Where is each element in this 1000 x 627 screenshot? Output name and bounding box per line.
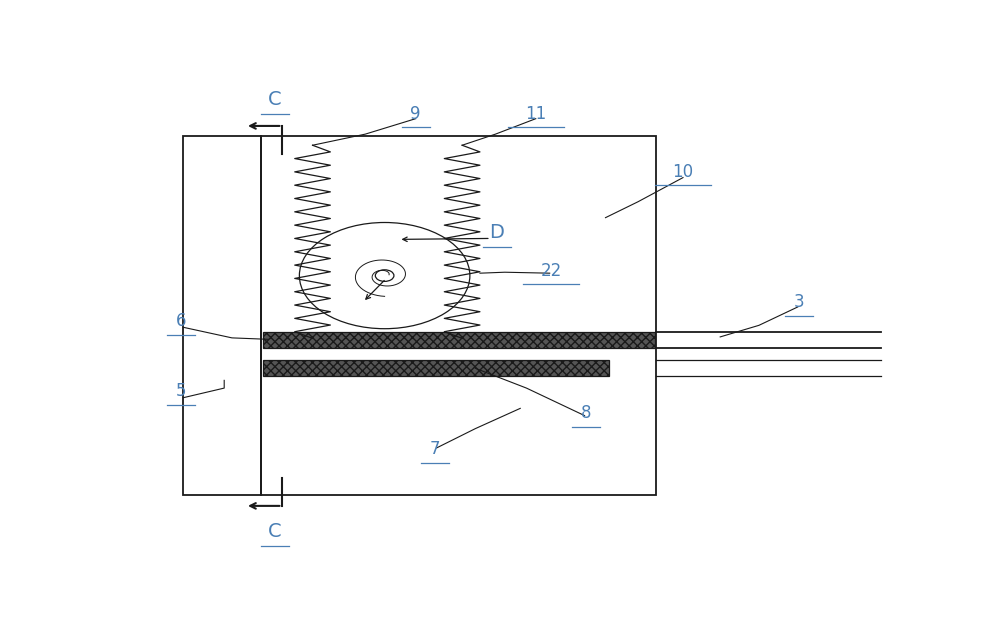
Bar [263, 360, 609, 376]
Text: C: C [268, 522, 281, 541]
Text: 11: 11 [525, 105, 546, 123]
Bar [183, 135, 261, 495]
Text: 6: 6 [176, 312, 186, 330]
Text: 5: 5 [176, 382, 186, 401]
Text: C: C [268, 90, 281, 109]
Text: 3: 3 [794, 293, 805, 311]
Bar [263, 332, 655, 348]
Text: 22: 22 [541, 261, 562, 280]
Text: 10: 10 [672, 163, 694, 181]
Text: D: D [490, 223, 504, 241]
Text: 7: 7 [430, 440, 440, 458]
Text: 8: 8 [581, 404, 591, 422]
Bar [261, 135, 656, 495]
Text: 9: 9 [410, 105, 421, 123]
